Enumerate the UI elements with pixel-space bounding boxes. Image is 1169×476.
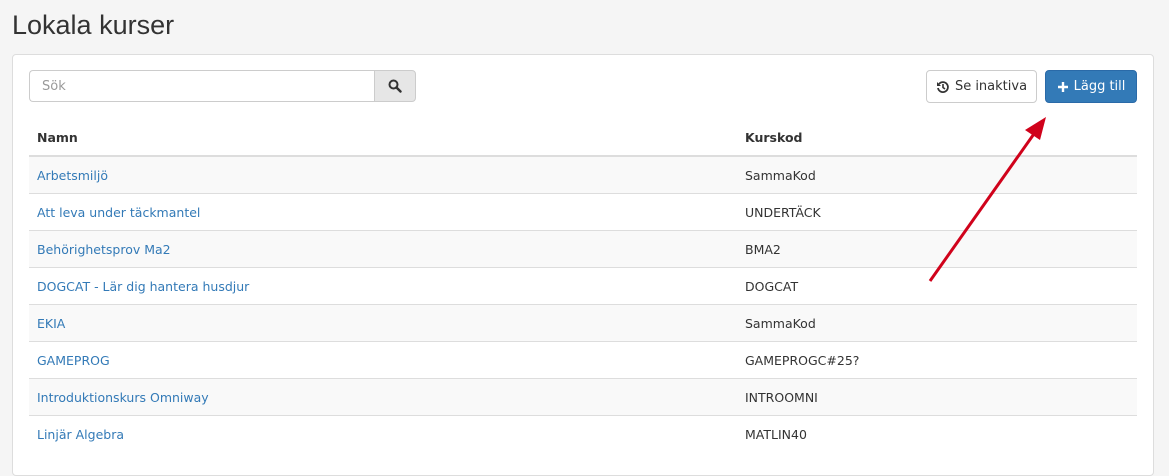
course-code: INTROOMNI [737,378,1137,416]
add-button[interactable]: Lägg till [1045,70,1137,103]
show-inactive-label: Se inaktiva [954,79,1028,94]
table-row: Behörighetsprov Ma2 BMA2 [29,230,1137,268]
course-link[interactable]: Behörighetsprov Ma2 [37,241,171,257]
course-link[interactable]: GAMEPROG [37,352,110,368]
page-title: Lokala kurser [12,10,175,40]
search-group [29,70,416,102]
course-code: MATLIN40 [737,415,1137,452]
table-row: Introduktionskurs Omniway INTROOMNI [29,378,1137,416]
table-row: Arbetsmiljö SammaKod [29,155,1137,194]
search-input[interactable] [29,70,374,102]
plus-icon [1057,81,1068,92]
table-row: EKIA SammaKod [29,304,1137,342]
course-code: BMA2 [737,230,1137,268]
courses-panel: Se inaktiva Lägg till Namn Kurskod Arbet… [12,54,1154,476]
add-label: Lägg till [1073,79,1126,94]
search-icon [388,79,402,93]
show-inactive-button[interactable]: Se inaktiva [926,70,1037,103]
course-code: DOGCAT [737,267,1137,305]
column-header-code[interactable]: Kurskod [737,119,1137,157]
course-code: GAMEPROGC#25? [737,341,1137,379]
table-row: DOGCAT - Lär dig hantera husdjur DOGCAT [29,267,1137,305]
course-link[interactable]: Introduktionskurs Omniway [37,389,209,405]
course-code: SammaKod [737,304,1137,342]
course-code: SammaKod [737,155,1137,194]
course-link[interactable]: Arbetsmiljö [37,167,108,183]
table-row: GAMEPROG GAMEPROGC#25? [29,341,1137,379]
course-link[interactable]: DOGCAT - Lär dig hantera husdjur [37,278,250,294]
search-button[interactable] [374,70,416,102]
table-row: Linjär Algebra MATLIN40 [29,415,1137,452]
course-link[interactable]: Att leva under täckmantel [37,204,201,220]
history-icon [936,80,949,93]
table-row: Att leva under täckmantel UNDERTÄCK [29,193,1137,231]
course-code: UNDERTÄCK [737,193,1137,231]
column-header-name[interactable]: Namn [29,119,737,157]
courses-table: Namn Kurskod Arbetsmiljö SammaKod Att leva… [29,119,1137,452]
course-link[interactable]: Linjär Algebra [37,426,124,442]
course-link[interactable]: EKIA [37,315,66,331]
